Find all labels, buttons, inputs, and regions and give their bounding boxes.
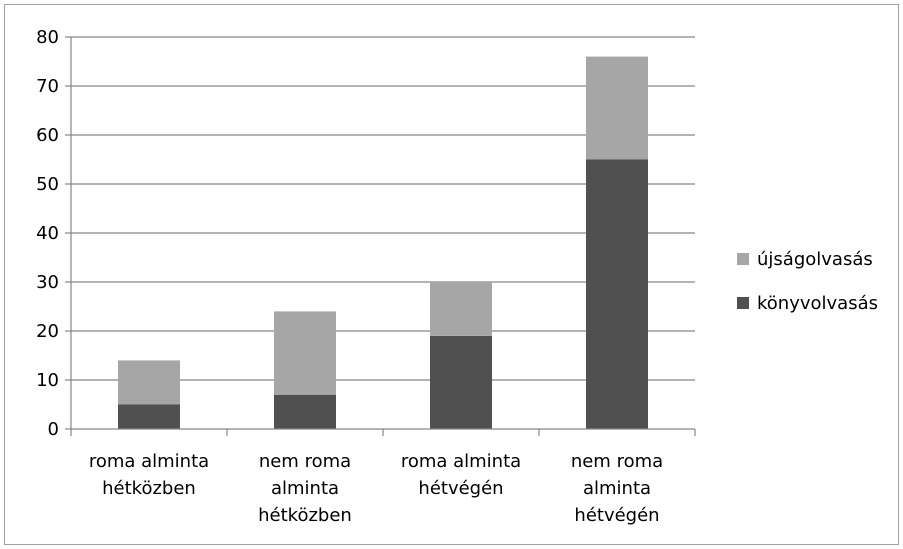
category-label-line: roma alminta — [89, 451, 209, 472]
y-tick-label-30: 30 — [36, 272, 59, 293]
category-label-0: roma alminta hétközben — [89, 451, 209, 499]
y-tick-label-10: 10 — [36, 370, 59, 391]
category-label-line: hétközben — [102, 478, 196, 499]
y-tick-label-70: 70 — [36, 76, 59, 97]
chart-frame: 0 10 20 30 40 50 60 70 80 roma alminta hétközben n… — [4, 4, 899, 545]
legend-label-1: könyvolvasás — [757, 293, 878, 314]
y-tick-label-80: 80 — [36, 27, 59, 48]
category-label-3: nem roma alminta hétvégén — [571, 451, 663, 526]
category-label-line: alminta — [583, 478, 651, 499]
legend-swatch-0 — [737, 253, 749, 265]
category-label-line: nem roma — [259, 451, 351, 472]
bar-0-3 — [586, 159, 648, 429]
y-tick-label-60: 60 — [36, 125, 59, 146]
legend-label-0: újságolvasás — [757, 249, 873, 270]
bar-1-2 — [430, 282, 492, 336]
category-label-line: alminta — [271, 478, 339, 499]
bar-1-1 — [274, 311, 336, 395]
axes — [65, 36, 696, 436]
bars — [118, 56, 648, 429]
bar-1-3 — [586, 56, 648, 160]
bar-1-0 — [118, 360, 180, 405]
category-labels: roma alminta hétközben nem roma alminta hétk… — [89, 451, 663, 526]
y-tick-label-50: 50 — [36, 174, 59, 195]
bar-0-2 — [430, 335, 492, 429]
category-label-1: nem roma alminta hétközben — [258, 451, 352, 526]
category-label-line: nem roma — [571, 451, 663, 472]
bar-0-1 — [274, 394, 336, 429]
y-tick-label-20: 20 — [36, 321, 59, 342]
legend-swatch-1 — [737, 297, 749, 309]
gridlines — [71, 36, 695, 381]
bar-0-0 — [118, 404, 180, 429]
y-tick-label-40: 40 — [36, 223, 59, 244]
y-tick-label-0: 0 — [48, 419, 59, 440]
y-tick-labels: 0 10 20 30 40 50 60 70 80 — [36, 27, 59, 440]
category-label-line: hétközben — [258, 505, 352, 526]
category-label-line: roma alminta — [401, 451, 521, 472]
category-label-2: roma alminta hétvégén — [401, 451, 521, 499]
legend: újságolvasás könyvolvasás — [737, 249, 878, 314]
category-label-line: hétvégén — [418, 478, 503, 499]
category-label-line: hétvégén — [574, 505, 659, 526]
